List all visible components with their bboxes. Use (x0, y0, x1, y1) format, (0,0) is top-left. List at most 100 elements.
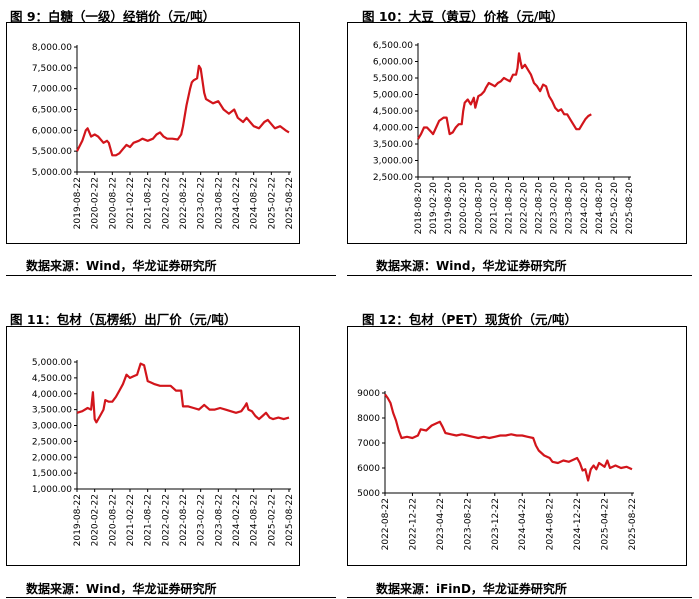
y-tick-label: 7000 (357, 439, 380, 449)
x-tick-label: 2024-08-22 (546, 498, 556, 550)
chart-frame (347, 22, 687, 244)
x-tick-label: 2022-02-20 (520, 182, 530, 235)
x-tick-label: 2024-02-22 (232, 177, 242, 229)
y-tick-label: 4,000.00 (373, 124, 413, 134)
x-tick-label: 2021-02-20 (489, 182, 499, 235)
x-tick-label: 2023-02-22 (197, 177, 207, 229)
x-tick-label: 2023-02-20 (550, 182, 560, 235)
x-tick-label: 2023-02-22 (197, 494, 207, 546)
y-tick-label: 3,500.00 (373, 140, 413, 150)
x-tick-label: 2020-02-22 (91, 494, 101, 546)
y-tick-label: 4,500.00 (373, 107, 413, 117)
y-tick-label: 2,500.00 (32, 437, 72, 447)
x-tick-label: 2022-02-22 (161, 177, 171, 229)
x-tick-label: 2022-08-22 (179, 177, 189, 229)
y-tick-label: 5000 (357, 489, 380, 499)
chart-title: 图 11：包材（瓦楞纸）出厂价（元/吨） (10, 312, 237, 327)
x-tick-label: 2025-04-22 (601, 498, 611, 550)
chart-frame (347, 326, 687, 566)
divider (6, 597, 336, 598)
divider (6, 275, 336, 276)
chart-title: 图 9：白糖（一级）经销价（元/吨） (10, 9, 216, 24)
series-line (76, 64, 290, 157)
x-tick-label: 2019-08-20 (444, 182, 454, 235)
chart-title: 图 10：大豆（黄豆）价格（元/吨） (362, 9, 564, 24)
y-tick-label: 7,000.00 (32, 85, 72, 95)
x-tick-label: 2023-08-20 (565, 182, 575, 235)
x-tick-label: 2022-12-22 (408, 498, 418, 550)
x-tick-label: 2024-12-22 (573, 498, 583, 550)
y-tick-label: 4,000.00 (32, 390, 72, 400)
x-tick-label: 2018-08-20 (414, 182, 424, 235)
x-tick-label: 2025-08-20 (625, 182, 635, 235)
y-tick-label: 8,000.00 (32, 43, 72, 53)
x-tick-label: 2024-08-22 (250, 494, 260, 546)
y-tick-label: 5,000.00 (32, 168, 72, 178)
x-tick-label: 2025-02-22 (267, 494, 277, 546)
y-tick-label: 5,000.00 (373, 91, 413, 101)
x-tick-label: 2021-08-22 (144, 494, 154, 546)
x-tick-label: 2024-02-20 (580, 182, 590, 235)
x-tick-label: 2025-08-22 (285, 494, 295, 546)
series-line (417, 52, 592, 140)
x-tick-label: 2023-08-22 (214, 177, 224, 229)
y-tick-label: 6,000.00 (373, 58, 413, 68)
y-tick-label: 2,000.00 (32, 453, 72, 463)
x-tick-label: 2021-02-22 (126, 177, 136, 229)
source-note: 数据来源：Wind，华龙证券研究所 (26, 259, 217, 273)
y-tick-label: 1,500.00 (32, 469, 72, 479)
y-tick-label: 3,000.00 (32, 422, 72, 432)
x-tick-label: 2025-08-22 (285, 177, 295, 229)
y-tick-label: 4,500.00 (32, 374, 72, 384)
divider (347, 275, 692, 276)
x-tick-label: 2021-08-20 (504, 182, 514, 235)
x-tick-label: 2020-08-22 (108, 177, 118, 229)
x-tick-label: 2025-08-22 (628, 498, 638, 550)
x-tick-label: 2022-02-22 (161, 494, 171, 546)
source-note: 数据来源：Wind，华龙证券研究所 (376, 259, 567, 273)
x-tick-label: 2022-08-22 (179, 494, 189, 546)
x-tick-label: 2023-08-22 (463, 498, 473, 550)
x-tick-label: 2020-02-20 (459, 182, 469, 235)
y-tick-label: 1,000.00 (32, 485, 72, 495)
y-tick-label: 9000 (357, 389, 380, 399)
y-tick-label: 6,500.00 (32, 106, 72, 116)
x-tick-label: 2022-08-20 (535, 182, 545, 235)
x-tick-label: 2019-02-20 (429, 182, 439, 235)
x-tick-label: 2019-08-22 (73, 494, 83, 546)
x-tick-label: 2021-02-22 (126, 494, 136, 546)
x-tick-label: 2022-08-22 (381, 498, 391, 550)
y-tick-label: 6,500.00 (373, 41, 413, 51)
divider (347, 597, 692, 598)
y-tick-label: 6,000.00 (32, 126, 72, 136)
source-note: 数据来源：iFinD，华龙证券研究所 (376, 582, 567, 596)
x-tick-label: 2024-02-22 (232, 494, 242, 546)
chart-frame (6, 326, 300, 566)
y-tick-label: 5,000.00 (32, 358, 72, 368)
y-tick-label: 5,500.00 (32, 147, 72, 157)
chart-frame (6, 22, 300, 244)
x-tick-label: 2020-02-22 (91, 177, 101, 229)
series-line (76, 362, 290, 424)
y-tick-label: 3,000.00 (373, 157, 413, 167)
x-tick-label: 2023-12-22 (491, 498, 501, 550)
x-tick-label: 2020-08-20 (474, 182, 484, 235)
chart-title: 图 12：包材（PET）现货价（元/吨） (362, 312, 578, 327)
y-tick-label: 3,500.00 (32, 406, 72, 416)
x-tick-label: 2023-04-22 (436, 498, 446, 550)
y-tick-label: 8000 (357, 414, 380, 424)
x-tick-label: 2025-02-22 (267, 177, 277, 229)
x-tick-label: 2021-08-22 (144, 177, 154, 229)
y-tick-label: 6000 (357, 464, 380, 474)
x-tick-label: 2020-08-22 (108, 494, 118, 546)
y-tick-label: 5,500.00 (373, 74, 413, 84)
x-tick-label: 2025-02-20 (610, 182, 620, 235)
x-tick-label: 2019-08-22 (73, 177, 83, 229)
x-tick-label: 2024-04-22 (518, 498, 528, 550)
y-tick-label: 2,500.00 (373, 173, 413, 183)
y-tick-label: 7,500.00 (32, 64, 72, 74)
x-tick-label: 2024-08-20 (595, 182, 605, 235)
x-tick-label: 2023-08-22 (214, 494, 224, 546)
series-line (384, 393, 633, 482)
